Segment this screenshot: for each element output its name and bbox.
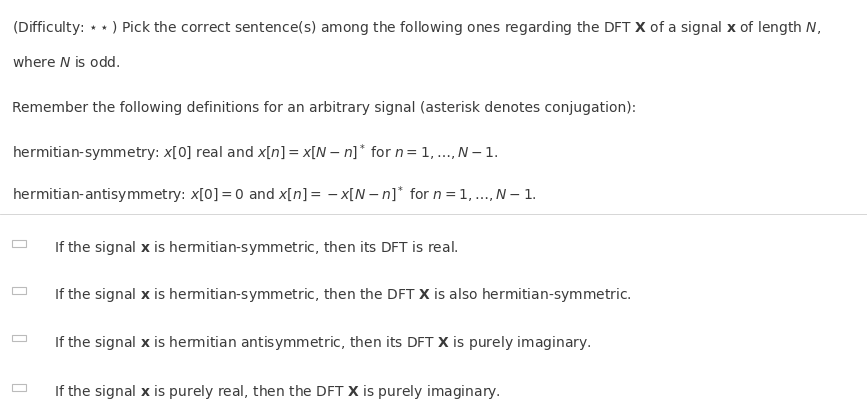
Text: If the signal $\mathbf{x}$ is hermitian-symmetric, then the DFT $\mathbf{X}$ is : If the signal $\mathbf{x}$ is hermitian-…: [54, 286, 631, 304]
FancyBboxPatch shape: [12, 335, 26, 341]
FancyBboxPatch shape: [12, 384, 26, 391]
Text: (Difficulty: $\star\star$) Pick the correct sentence(s) among the following ones: (Difficulty: $\star\star$) Pick the corr…: [12, 19, 821, 37]
Text: hermitian-symmetry: $x[0]$ real and $x[n] = x[N-n]^*$ for $n = 1,\ldots, N-1$.: hermitian-symmetry: $x[0]$ real and $x[n…: [12, 143, 499, 164]
FancyBboxPatch shape: [12, 240, 26, 247]
Text: where $N$ is odd.: where $N$ is odd.: [12, 55, 121, 70]
Text: If the signal $\mathbf{x}$ is hermitian antisymmetric, then its DFT $\mathbf{X}$: If the signal $\mathbf{x}$ is hermitian …: [54, 334, 591, 352]
FancyBboxPatch shape: [12, 287, 26, 294]
Text: hermitian-antisymmetry: $x[0] = 0$ and $x[n] = -x[N-n]^*$ for $n = 1,\ldots, N-1: hermitian-antisymmetry: $x[0] = 0$ and $…: [12, 185, 537, 206]
Text: If the signal $\mathbf{x}$ is hermitian-symmetric, then its DFT is real.: If the signal $\mathbf{x}$ is hermitian-…: [54, 239, 459, 257]
Text: If the signal $\mathbf{x}$ is purely real, then the DFT $\mathbf{X}$ is purely i: If the signal $\mathbf{x}$ is purely rea…: [54, 383, 500, 401]
Text: Remember the following definitions for an arbitrary signal (asterisk denotes con: Remember the following definitions for a…: [12, 101, 636, 115]
